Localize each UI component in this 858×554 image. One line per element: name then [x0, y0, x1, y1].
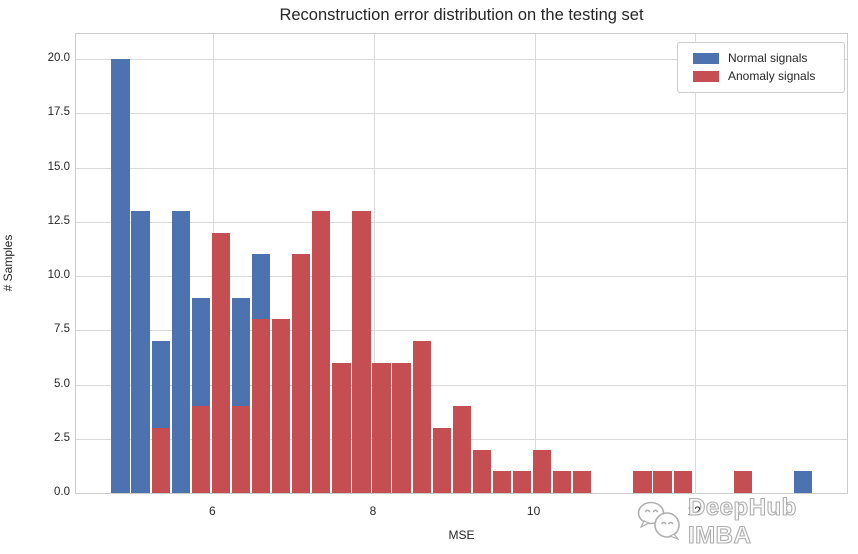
histogram-bar-anomaly	[733, 471, 753, 493]
histogram-bar-normal	[171, 210, 190, 493]
histogram-bar-anomaly	[372, 362, 391, 493]
histogram-bar-anomaly	[573, 471, 592, 493]
legend-item-anomaly: Anomaly signals	[693, 67, 834, 85]
gridline-horizontal	[76, 276, 847, 277]
histogram-bar-anomaly	[191, 406, 210, 493]
wechat-bubbles-icon	[636, 500, 684, 545]
histogram-bar-anomaly	[231, 406, 251, 493]
histogram-bar-anomaly	[653, 471, 672, 493]
histogram-bar-anomaly	[452, 406, 472, 493]
y-tick-label: 10.0	[47, 269, 70, 281]
histogram-bar-anomaly	[332, 362, 351, 493]
legend-swatch-anomaly-signals	[693, 70, 719, 82]
legend-swatch-normal-signals	[693, 52, 719, 64]
histogram-bar-anomaly	[432, 427, 451, 493]
gridline-horizontal	[76, 221, 847, 223]
legend: Normal signals Anomaly signals	[677, 42, 845, 93]
histogram-bar-anomaly	[352, 210, 371, 493]
histogram-bar-anomaly	[553, 471, 572, 493]
watermark: DeepHub IMBA	[636, 493, 858, 550]
gridline-horizontal	[76, 113, 847, 115]
y-tick-label: 5.0	[54, 377, 70, 390]
histogram-bar-anomaly	[211, 232, 231, 493]
legend-item-normal: Normal signals	[693, 49, 834, 67]
x-tick-label: 8	[369, 504, 377, 518]
y-axis-label: # Samples	[1, 234, 15, 292]
histogram-bar-anomaly	[312, 210, 331, 493]
histogram-bar-anomaly	[292, 254, 311, 493]
histogram-bar-anomaly	[673, 471, 692, 493]
watermark-text: DeepHub IMBA	[687, 493, 797, 549]
y-tick-label: 2.5	[54, 431, 70, 444]
y-tick-label: 17.5	[47, 106, 70, 119]
y-tick-label: 0.0	[54, 486, 70, 498]
histogram-bar-anomaly	[272, 319, 291, 493]
histogram-bar-anomaly	[492, 471, 512, 493]
legend-label-normal-signals: Normal signals	[728, 51, 808, 65]
histogram-bar-normal	[794, 471, 813, 493]
x-tick-label: 10	[526, 504, 541, 518]
histogram-bar-normal	[131, 210, 150, 493]
histogram-bar-anomaly	[472, 449, 492, 493]
y-tick-label: 15.0	[47, 160, 70, 173]
legend-label-anomaly-signals: Anomaly signals	[728, 69, 816, 83]
gridline-vertical	[374, 34, 375, 493]
gridline-vertical	[695, 34, 697, 493]
gridline-horizontal	[76, 330, 847, 332]
gridline-horizontal	[76, 167, 847, 169]
chart-title: Reconstruction error distribution on the…	[279, 6, 644, 24]
y-tick-label: 20.0	[47, 52, 70, 64]
histogram-bar-normal	[111, 59, 130, 493]
histogram-bar-anomaly	[251, 319, 271, 493]
gridline-horizontal	[76, 59, 847, 60]
y-tick-label: 7.5	[54, 323, 70, 336]
x-tick-label: 12	[687, 504, 701, 518]
x-tick-label: 6	[208, 504, 216, 518]
x-axis-label: MSE	[448, 528, 475, 542]
gridline-vertical	[534, 34, 536, 493]
histogram-bar-anomaly	[533, 449, 552, 493]
histogram-bar-anomaly	[151, 427, 170, 493]
y-tick-label: 12.5	[47, 214, 70, 227]
plot-area	[75, 33, 848, 494]
histogram-bar-anomaly	[512, 471, 532, 493]
gridline-horizontal	[76, 384, 847, 386]
histogram-bar-anomaly	[633, 471, 652, 493]
histogram-bar-anomaly	[392, 362, 411, 493]
histogram-bar-anomaly	[412, 341, 431, 493]
